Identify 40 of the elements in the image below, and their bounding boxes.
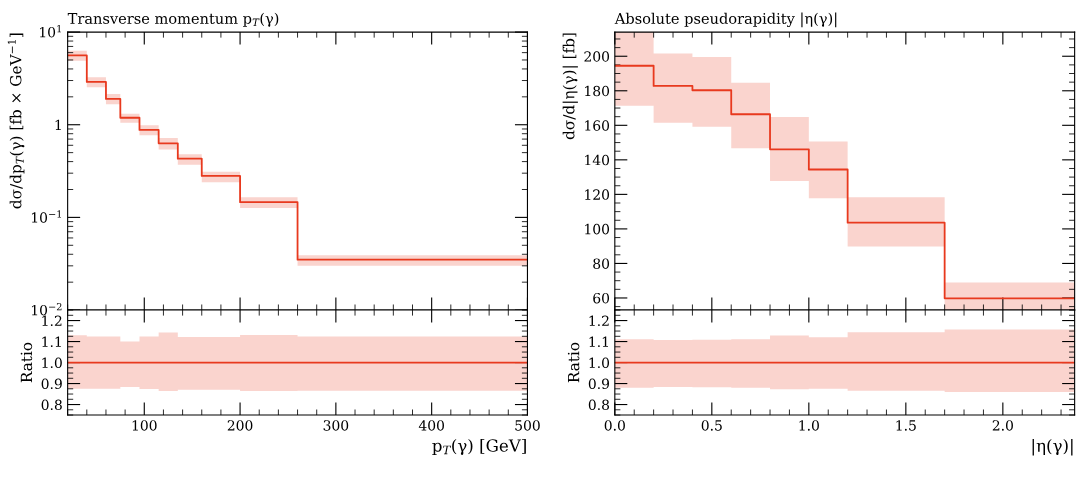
- x-tick-label: 400: [418, 420, 444, 431]
- x-tick-label: 0.0: [604, 420, 625, 431]
- y-tick-label: 140: [585, 154, 610, 166]
- x-tick-label: 200: [227, 420, 253, 431]
- y-tick-label: 1.0: [42, 357, 62, 369]
- x-tick-label: 100: [132, 420, 157, 431]
- chart-title: Transverse momentum p$_{T}$(γ): [67, 12, 279, 27]
- y-tick-label: 0.9: [41, 378, 62, 390]
- y-tick-label: 200: [584, 51, 610, 62]
- y-tick-label: 10$^{−2}$: [31, 302, 62, 316]
- x-axis-title: p$_{T}$(γ) [GeV]: [432, 438, 526, 456]
- y-tick-label: 100: [585, 223, 610, 235]
- x-tick-label: 2.0: [992, 420, 1013, 431]
- y-tick-label: 120: [585, 189, 610, 200]
- y-axis-title: dσ/d|η(γ)| [fb]: [562, 33, 578, 140]
- x-tick-label: 300: [323, 420, 349, 431]
- y-tick-label: 1.2: [42, 315, 62, 327]
- y-tick-label: 180: [585, 85, 610, 97]
- y-axis-title: dσ/dp$_{T}$(γ) [fb × GeV$^{−1}$]: [7, 33, 25, 209]
- x-tick-label: 1.5: [896, 420, 916, 431]
- y-tick-label: 10$^{1}$: [40, 24, 61, 38]
- y-tick-label: 1.1: [589, 336, 608, 348]
- y-tick-label: 10$^{−1}$: [31, 210, 62, 223]
- x-tick-label: 0.5: [701, 420, 722, 431]
- x-axis-title: |η(γ)|: [1032, 438, 1073, 456]
- x-tick-label: 1.0: [799, 420, 819, 431]
- y-tick-label: 160: [585, 120, 610, 131]
- y-axis-title: Ratio: [20, 342, 33, 383]
- y-tick-label: 1: [55, 119, 61, 131]
- y-tick-label: 1.2: [589, 315, 609, 327]
- y-axis-title: Ratio: [567, 342, 580, 383]
- y-tick-label: 60: [593, 292, 610, 304]
- x-tick-label: 500: [515, 420, 540, 431]
- chart-title: Absolute pseudorapidity |η(γ)|: [614, 12, 837, 28]
- y-tick-label: 0.8: [41, 399, 62, 411]
- y-tick-label: 1.1: [42, 336, 61, 348]
- y-tick-label: 0.9: [588, 378, 610, 390]
- y-tick-label: 1.0: [589, 357, 610, 369]
- y-tick-label: 0.8: [588, 399, 610, 411]
- y-tick-label: 80: [593, 258, 610, 269]
